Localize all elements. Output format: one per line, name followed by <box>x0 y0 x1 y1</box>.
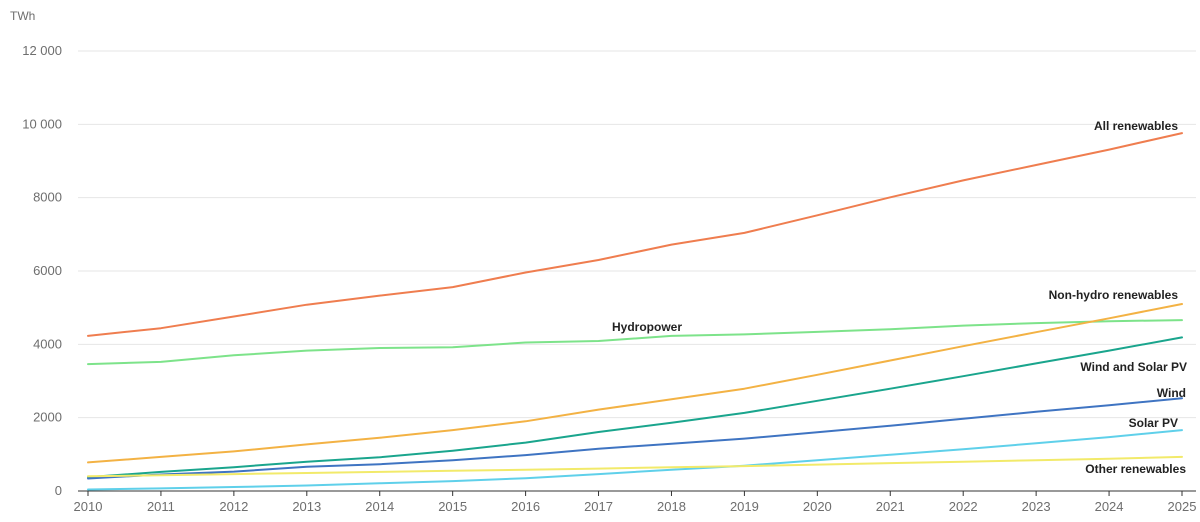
x-tick-label: 2022 <box>949 499 978 514</box>
series-line-wind <box>87 397 1183 480</box>
y-tick-label: 12 000 <box>22 43 62 58</box>
x-tick-label: 2023 <box>1022 499 1051 514</box>
x-tick-label: 2021 <box>876 499 905 514</box>
gridlines <box>78 50 1196 492</box>
x-axis-ticks: 2010 2011 2012 2013 2014 2015 2016 2017 2018 2019… <box>74 491 1197 514</box>
x-tick-label: 2016 <box>511 499 540 514</box>
y-axis-unit-label: TWh <box>10 9 35 23</box>
y-tick-label: 8000 <box>33 190 62 205</box>
x-tick-label: 2013 <box>292 499 321 514</box>
series-label-wind: Wind <box>1157 386 1186 400</box>
x-tick-label: 2011 <box>147 499 175 514</box>
x-tick-label: 2012 <box>219 499 248 514</box>
y-tick-label: 4000 <box>33 336 62 351</box>
y-tick-label: 6000 <box>33 263 62 278</box>
y-tick-label: 10 000 <box>22 116 62 131</box>
y-tick-label: 2000 <box>33 410 62 425</box>
x-tick-label: 2025 <box>1168 499 1197 514</box>
y-axis-ticks: 0 2000 4000 6000 8000 10 000 12 000 <box>22 43 62 498</box>
x-tick-label: 2015 <box>438 499 467 514</box>
series-lines <box>87 132 1183 491</box>
series-line-wind-and-solar-pv <box>87 336 1183 479</box>
y-tick-label: 0 <box>55 483 62 498</box>
series-line-hydropower <box>87 319 1183 366</box>
x-tick-label: 2019 <box>730 499 759 514</box>
series-line-other-renewables <box>87 455 1183 478</box>
series-label-hydropower: Hydropower <box>612 320 682 334</box>
x-tick-label: 2010 <box>74 499 103 514</box>
series-label-non-hydro-renewables: Non-hydro renewables <box>1049 288 1179 302</box>
x-tick-label: 2018 <box>657 499 686 514</box>
x-tick-label: 2014 <box>365 499 394 514</box>
series-line-all-renewables <box>87 132 1183 337</box>
series-line-non-hydro-renewables <box>87 303 1183 464</box>
series-label-solar-pv: Solar PV <box>1129 416 1178 430</box>
series-label-all-renewables: All renewables <box>1094 119 1178 133</box>
series-labels: All renewables Hydropower Non-hydro renewa… <box>612 119 1187 476</box>
series-label-other-renewables: Other renewables <box>1085 462 1186 476</box>
x-tick-label: 2020 <box>803 499 832 514</box>
series-label-wind-and-solar-pv: Wind and Solar PV <box>1080 360 1187 374</box>
x-tick-label: 2024 <box>1095 499 1124 514</box>
x-tick-label: 2017 <box>584 499 613 514</box>
series-line-solar-pv <box>87 429 1183 491</box>
